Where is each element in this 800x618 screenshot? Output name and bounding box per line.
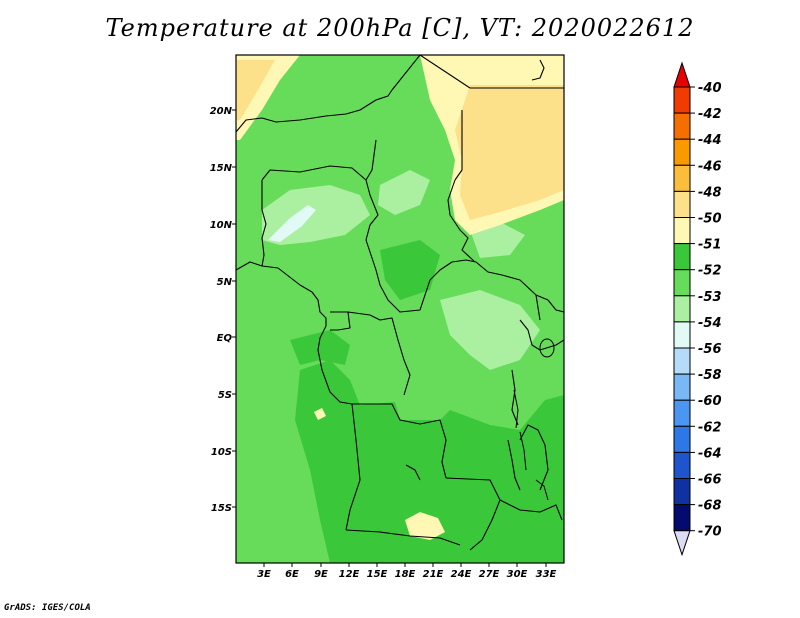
legend-swatch [673, 347, 691, 375]
lat-label: 5S [218, 390, 232, 401]
legend-label: -52 [698, 264, 722, 279]
legend-swatch [673, 321, 691, 349]
legend-label: -56 [698, 342, 722, 357]
political-boundaries [236, 55, 564, 551]
lon-label: 9E [314, 569, 328, 580]
legend-label: -44 [698, 133, 722, 148]
lat-label: 5N [217, 277, 233, 288]
legend-label: -68 [698, 499, 722, 514]
field-region-54-chad [378, 170, 430, 215]
longitude-axis: 3E 6E 9E 12E 15E 18E 21E 24E 27E 30E 33E [257, 569, 556, 580]
grads-credit: GrADS: IGES/COLA [4, 603, 91, 613]
lakes [513, 338, 555, 501]
lat-label: 10S [211, 447, 232, 458]
legend-label: -50 [698, 212, 722, 227]
lon-label: 21E [423, 569, 444, 580]
field-region-54-congo [440, 290, 540, 370]
lon-label: 27E [479, 569, 500, 580]
color-legend: -40 -42 -44 -46 -48 -50 -51 -52 -53 -54 -56 -58 -60 -… [673, 61, 722, 557]
legend-cap-top [673, 61, 691, 88]
legend-label: -48 [698, 185, 722, 200]
legend-cap-bottom [673, 530, 691, 557]
longitude-ticks [263, 563, 547, 567]
lat-label: 15N [210, 163, 233, 174]
legend-swatch [673, 164, 691, 192]
lat-label: 15S [211, 503, 232, 514]
field-region-56 [268, 205, 316, 242]
lon-label: 6E [285, 569, 299, 580]
legend-swatch [673, 451, 691, 479]
map-panel [236, 55, 564, 563]
legend-label: -42 [698, 107, 722, 122]
legend-label: -58 [698, 368, 722, 383]
map-frame [235, 54, 565, 564]
legend-label: -54 [698, 316, 722, 331]
legend-label: -62 [698, 420, 722, 435]
lon-label: 33E [536, 569, 557, 580]
field-region-52-west [290, 330, 350, 365]
legend-label: -40 [698, 81, 722, 96]
legend-swatch [673, 86, 691, 114]
lon-label: 18E [395, 569, 416, 580]
field-region-52-south [295, 360, 564, 563]
map-title: Temperature at 200hPa [C], VT: 202002261… [105, 14, 695, 42]
legend-swatch [673, 138, 691, 166]
legend-label: -51 [698, 238, 722, 253]
field-region-50-nw [236, 60, 275, 120]
field-region-52-north [380, 240, 440, 300]
legend-swatch [673, 217, 691, 245]
lon-label: 24E [451, 569, 472, 580]
latitude-axis: 20N 15N 10N 5N EQ 5S 10S 15S [210, 106, 233, 514]
legend-swatch [673, 190, 691, 218]
legend-label: -64 [698, 446, 722, 461]
legend-swatch [673, 243, 691, 271]
field-region-51-south [405, 512, 445, 540]
field-region-54-sudan [470, 222, 525, 258]
legend-swatch [673, 269, 691, 297]
lon-label: 15E [367, 569, 388, 580]
legend-swatch [673, 295, 691, 323]
lat-label: 10N [210, 220, 233, 231]
lon-label: 3E [257, 569, 271, 580]
legend-label: -46 [698, 159, 722, 174]
legend-swatch [673, 425, 691, 453]
legend-label: -60 [698, 394, 722, 409]
lat-label: EQ [217, 333, 233, 344]
lon-label: 12E [339, 569, 360, 580]
legend-label: -70 [698, 525, 722, 540]
legend-swatch [673, 112, 691, 140]
legend-swatch [673, 504, 691, 532]
lon-label: 30E [507, 569, 528, 580]
legend-swatch [673, 373, 691, 401]
legend-label: -66 [698, 473, 722, 488]
field-region-50-ne [455, 85, 564, 220]
lat-label: 20N [210, 106, 233, 117]
legend-swatch [673, 478, 691, 506]
latitude-ticks [232, 109, 236, 508]
legend-swatch [673, 399, 691, 427]
legend-label: -53 [698, 290, 722, 305]
field-region-51-sw [314, 408, 326, 420]
